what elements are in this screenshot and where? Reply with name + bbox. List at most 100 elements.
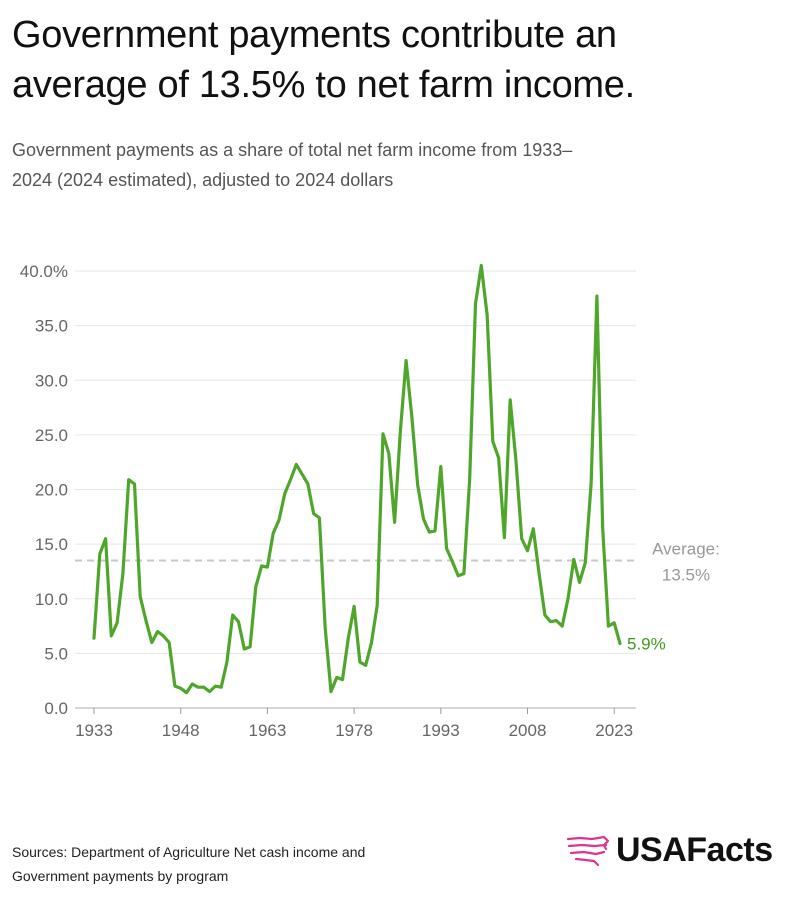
usafacts-logo: USAFacts [566, 828, 773, 872]
data-point [266, 566, 269, 568]
data-point [283, 493, 286, 495]
data-point [168, 641, 170, 644]
data-point [133, 483, 136, 485]
data-point [561, 625, 563, 627]
data-point [486, 313, 488, 316]
y-tick-label: 25.0 [35, 426, 68, 445]
data-point [237, 620, 240, 623]
data-point [416, 484, 419, 486]
data-point [260, 565, 263, 567]
data-point [393, 521, 396, 524]
data-point [156, 630, 159, 633]
data-point [179, 687, 182, 690]
data-point [93, 637, 95, 639]
data-point [440, 465, 442, 468]
data-point [289, 478, 292, 481]
data-point [422, 518, 425, 520]
data-point [255, 585, 257, 588]
y-tick-label: 20.0 [35, 481, 68, 500]
data-point [307, 483, 309, 485]
data-point [549, 620, 552, 623]
chart-subtitle-line-2: 2024 (2024 estimated), adjusted to 2024 … [12, 170, 394, 190]
data-point [596, 295, 598, 297]
data-point [601, 528, 604, 530]
data-point [127, 478, 130, 481]
data-points [93, 264, 621, 694]
data-point [312, 512, 315, 515]
data-point [538, 572, 540, 575]
data-point [515, 460, 517, 462]
data-point [174, 685, 176, 687]
data-point [613, 621, 616, 624]
data-point [197, 686, 199, 689]
data-point [480, 264, 483, 267]
data-point [139, 595, 142, 598]
data-point [318, 517, 321, 519]
end-value-label: 5.9% [627, 635, 666, 654]
data-point [347, 637, 350, 639]
data-point [98, 553, 101, 555]
data-point [185, 691, 188, 694]
data-point [382, 432, 384, 435]
x-tick-label: 1978 [335, 721, 373, 740]
data-point [272, 532, 274, 534]
data-point [162, 635, 165, 637]
data-point [151, 641, 153, 644]
data-point [335, 676, 338, 679]
y-axis-ticks: 0.0 5.0 10.0 15.0 20.0 25.0 30.0 35.0 40.0% [20, 262, 68, 718]
data-point [399, 429, 402, 432]
data-point [301, 473, 303, 476]
series-line [92, 263, 622, 695]
data-point [122, 572, 124, 575]
data-point [544, 614, 546, 616]
data-point [341, 678, 344, 681]
data-point [387, 452, 390, 455]
sources-note: Sources: Department of Agriculture Net c… [12, 840, 492, 888]
data-point [220, 686, 222, 689]
data-point [145, 619, 147, 622]
data-point [457, 575, 459, 577]
sources-line-1: Sources: Department of Agriculture Net c… [12, 844, 366, 860]
data-point [330, 690, 332, 693]
data-point [405, 359, 407, 362]
data-point [520, 537, 523, 540]
y-tick-label: 40.0% [20, 262, 68, 281]
data-point [567, 597, 569, 600]
data-point [584, 561, 587, 564]
data-point [474, 302, 477, 305]
y-tick-label: 15.0 [35, 535, 68, 554]
x-tick-label: 1963 [248, 721, 286, 740]
y-tick-label: 35.0 [35, 317, 68, 336]
y-tick-label: 5.0 [44, 644, 68, 663]
brand-name: USAFacts [616, 830, 773, 869]
usa-map-icon [566, 835, 610, 867]
x-tick-label: 1948 [162, 721, 200, 740]
data-point [208, 690, 211, 693]
x-tick-label: 2008 [509, 721, 547, 740]
data-point [492, 440, 494, 443]
y-tick-label: 0.0 [44, 699, 68, 718]
x-tick-label: 2023 [595, 721, 633, 740]
data-point [370, 641, 373, 644]
x-tick-label: 1993 [422, 721, 460, 740]
chart-title-line-1: Government payments contribute an [12, 14, 617, 56]
data-point [411, 416, 413, 419]
average-value-label: 13.5% [662, 566, 710, 585]
y-tick-label: 30.0 [35, 371, 68, 390]
data-point [278, 519, 280, 521]
data-point [445, 547, 448, 550]
sources-line-2: Government payments by program [12, 868, 229, 884]
x-tick-label: 1933 [75, 721, 113, 740]
data-point [249, 646, 251, 648]
data-point [203, 686, 205, 689]
data-point [497, 457, 500, 459]
data-point [324, 627, 327, 630]
gridlines [75, 270, 636, 709]
data-point [110, 635, 113, 637]
data-point [434, 530, 436, 532]
data-point [353, 605, 355, 608]
data-point [359, 661, 361, 663]
data-point [226, 661, 228, 663]
data-point [572, 558, 575, 561]
